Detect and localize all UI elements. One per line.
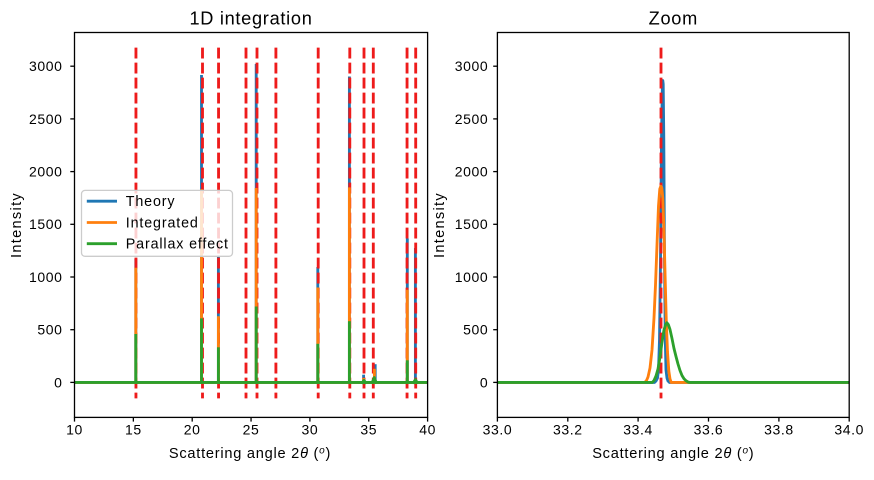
svg-text:Intensity: Intensity <box>432 192 448 258</box>
svg-text:33.4: 33.4 <box>623 422 653 438</box>
svg-text:Parallax effect: Parallax effect <box>126 237 229 253</box>
svg-text:15: 15 <box>125 422 142 438</box>
svg-text:0: 0 <box>480 374 488 390</box>
svg-text:2000: 2000 <box>455 164 489 180</box>
svg-text:2500: 2500 <box>455 111 489 127</box>
svg-text:3000: 3000 <box>29 58 63 74</box>
svg-text:Intensity: Intensity <box>9 192 25 258</box>
svg-text:35: 35 <box>360 422 377 438</box>
svg-text:0: 0 <box>54 374 62 390</box>
svg-text:33.0: 33.0 <box>483 422 513 438</box>
svg-text:Zoom: Zoom <box>649 8 698 28</box>
svg-text:25: 25 <box>243 422 260 438</box>
svg-text:Scattering angle 2θ (o): Scattering angle 2θ (o) <box>169 446 331 463</box>
svg-text:20: 20 <box>184 422 201 438</box>
svg-text:500: 500 <box>37 322 62 338</box>
svg-text:500: 500 <box>463 322 488 338</box>
svg-text:10: 10 <box>66 422 83 438</box>
svg-text:1D integration: 1D integration <box>189 8 312 28</box>
svg-text:33.8: 33.8 <box>764 422 794 438</box>
svg-text:33.6: 33.6 <box>694 422 724 438</box>
svg-text:Integrated: Integrated <box>126 216 199 232</box>
svg-text:Theory: Theory <box>126 194 176 210</box>
svg-text:1500: 1500 <box>455 216 489 232</box>
svg-text:2500: 2500 <box>29 111 63 127</box>
svg-text:2000: 2000 <box>29 164 63 180</box>
svg-text:1000: 1000 <box>29 269 63 285</box>
svg-text:40: 40 <box>419 422 436 438</box>
svg-text:33.2: 33.2 <box>553 422 583 438</box>
svg-text:Scattering angle 2θ (o): Scattering angle 2θ (o) <box>592 446 754 463</box>
svg-text:30: 30 <box>302 422 319 438</box>
svg-text:1500: 1500 <box>29 216 63 232</box>
svg-text:3000: 3000 <box>455 58 489 74</box>
svg-text:1000: 1000 <box>455 269 489 285</box>
svg-text:34.0: 34.0 <box>834 422 864 438</box>
